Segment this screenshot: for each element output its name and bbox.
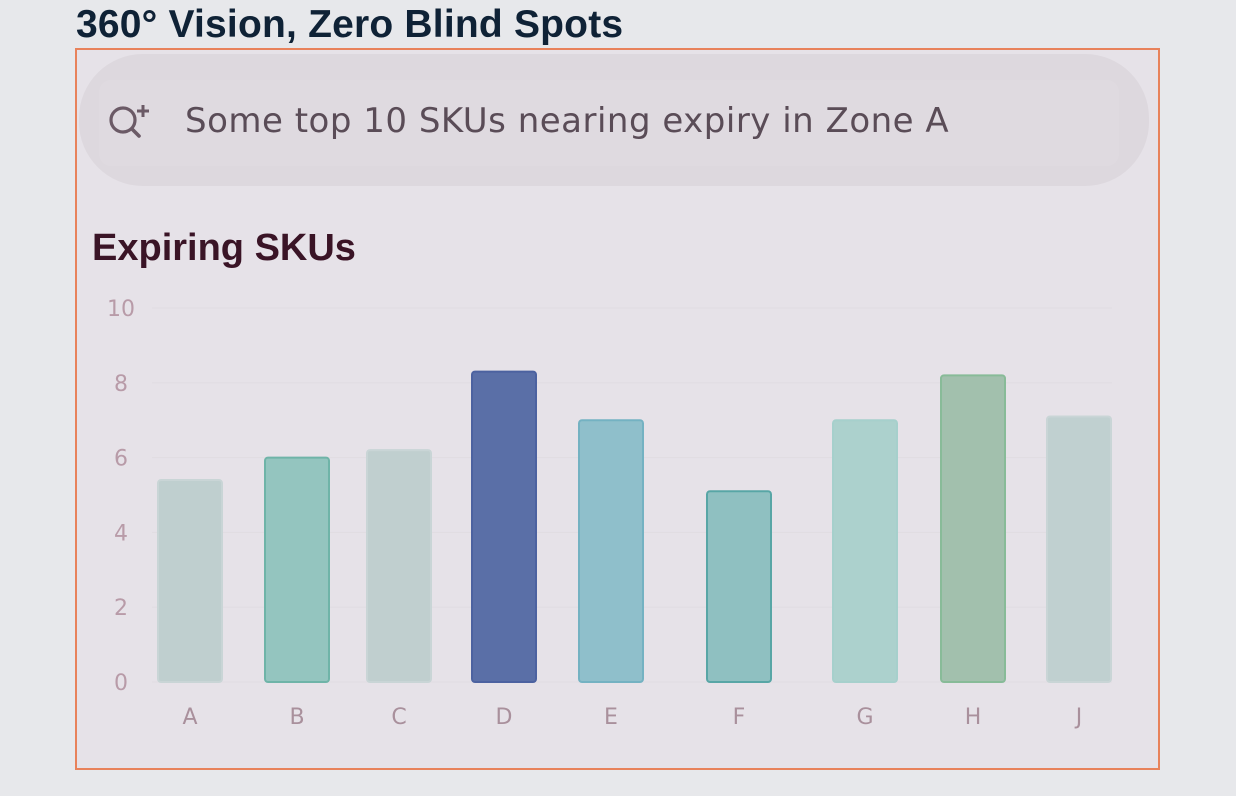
bar-j bbox=[1046, 415, 1112, 684]
x-tick-label: D bbox=[496, 705, 513, 730]
x-tick-label: A bbox=[182, 705, 197, 730]
x-tick-label: G bbox=[856, 705, 873, 730]
chart-title: Expiring SKUs bbox=[92, 227, 356, 269]
x-tick-label: J bbox=[1074, 705, 1083, 730]
bar-d bbox=[471, 370, 537, 684]
x-tick-label: F bbox=[733, 705, 746, 730]
bar-h bbox=[940, 374, 1006, 683]
y-tick-label: 4 bbox=[114, 521, 128, 546]
y-tick-label: 6 bbox=[114, 447, 128, 472]
x-tick-label: H bbox=[965, 705, 982, 730]
bar-b bbox=[264, 456, 330, 683]
y-tick-label: 10 bbox=[107, 297, 135, 322]
x-tick-label: B bbox=[289, 705, 304, 730]
search-plus-icon[interactable] bbox=[105, 100, 153, 144]
bar-e bbox=[578, 419, 644, 683]
x-tick-label: E bbox=[604, 705, 618, 730]
y-tick-label: 8 bbox=[114, 372, 128, 397]
bar-f bbox=[706, 490, 772, 683]
bar-c bbox=[366, 449, 432, 683]
y-tick-label: 0 bbox=[114, 671, 128, 696]
bar-chart: 0 2 4 6 8 10 A B C D E F G H J bbox=[107, 297, 1112, 730]
bar-g bbox=[832, 419, 898, 683]
search-field[interactable] bbox=[99, 80, 1119, 166]
search-query-text[interactable]: Some top 10 SKUs nearing expiry in Zone … bbox=[185, 101, 950, 141]
x-tick-label: C bbox=[391, 705, 406, 730]
y-tick-label: 2 bbox=[114, 596, 128, 621]
page-headline: 360° Vision, Zero Blind Spots bbox=[76, 3, 624, 46]
chat-response-card: Some top 10 SKUs nearing expiry in Zone … bbox=[75, 48, 1160, 770]
search-bar[interactable] bbox=[79, 54, 1149, 186]
bar-a bbox=[157, 479, 223, 683]
